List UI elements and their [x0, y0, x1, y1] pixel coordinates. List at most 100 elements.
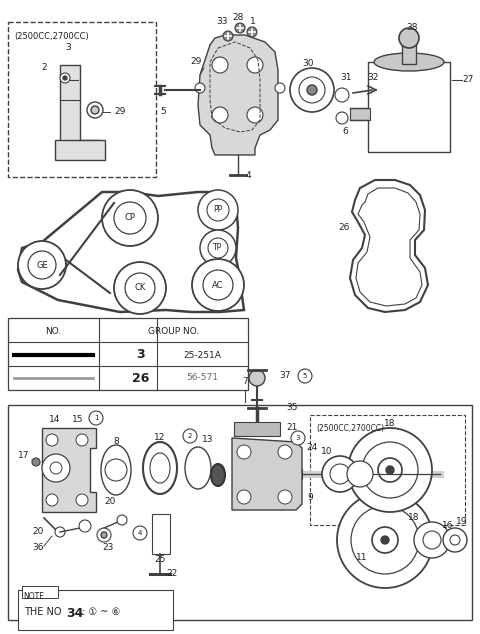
Text: 20: 20 — [32, 527, 44, 536]
Circle shape — [28, 251, 56, 279]
Circle shape — [114, 262, 166, 314]
Text: CK: CK — [134, 283, 146, 292]
Circle shape — [114, 202, 146, 234]
Circle shape — [348, 428, 432, 512]
Text: 22: 22 — [167, 569, 178, 578]
Circle shape — [237, 490, 251, 504]
Text: 33: 33 — [216, 18, 228, 27]
Circle shape — [247, 57, 263, 73]
Text: NOTE: NOTE — [23, 592, 44, 601]
Circle shape — [336, 112, 348, 124]
Circle shape — [414, 522, 450, 558]
Text: 3: 3 — [296, 435, 300, 441]
Circle shape — [372, 527, 398, 553]
Circle shape — [76, 494, 88, 506]
Circle shape — [46, 434, 58, 446]
Text: 17: 17 — [18, 451, 30, 460]
Text: 11: 11 — [356, 553, 368, 562]
Circle shape — [133, 526, 147, 540]
Circle shape — [55, 527, 65, 537]
Circle shape — [97, 528, 111, 542]
Circle shape — [60, 73, 70, 83]
Circle shape — [105, 459, 127, 481]
Circle shape — [381, 536, 389, 544]
Circle shape — [378, 458, 402, 482]
Circle shape — [423, 531, 441, 549]
Polygon shape — [55, 140, 105, 160]
Text: 30: 30 — [302, 58, 314, 67]
FancyBboxPatch shape — [152, 514, 170, 554]
Text: 18: 18 — [408, 514, 420, 522]
Circle shape — [351, 506, 419, 574]
Text: 1: 1 — [94, 415, 98, 421]
Text: (2500CC,2700CC): (2500CC,2700CC) — [316, 424, 384, 433]
FancyBboxPatch shape — [22, 586, 58, 598]
Text: 2: 2 — [41, 63, 47, 72]
Circle shape — [50, 462, 62, 474]
Circle shape — [212, 57, 228, 73]
Circle shape — [223, 31, 233, 41]
Circle shape — [278, 445, 292, 459]
Text: 16: 16 — [442, 521, 454, 529]
Circle shape — [76, 434, 88, 446]
Text: 13: 13 — [202, 436, 214, 444]
Text: 36: 36 — [32, 543, 44, 552]
Text: 26: 26 — [338, 224, 350, 233]
Polygon shape — [42, 428, 96, 512]
Circle shape — [399, 28, 419, 48]
Text: 35: 35 — [286, 403, 298, 413]
Text: 25: 25 — [154, 555, 166, 564]
Text: 10: 10 — [321, 448, 333, 456]
Circle shape — [42, 454, 70, 482]
Text: 4: 4 — [138, 530, 142, 536]
Text: AC: AC — [212, 280, 224, 290]
Text: 15: 15 — [72, 415, 84, 425]
Circle shape — [195, 83, 205, 93]
Circle shape — [337, 492, 433, 588]
Text: 26: 26 — [132, 372, 150, 384]
Text: 12: 12 — [154, 434, 166, 443]
Circle shape — [247, 27, 257, 37]
Text: 27: 27 — [462, 75, 474, 84]
Polygon shape — [60, 65, 100, 155]
Circle shape — [249, 370, 265, 386]
Text: (2500CC,2700CC): (2500CC,2700CC) — [14, 32, 89, 41]
Circle shape — [200, 230, 236, 266]
Text: PP: PP — [214, 205, 223, 214]
Text: 6: 6 — [342, 127, 348, 136]
Circle shape — [46, 494, 58, 506]
Circle shape — [275, 83, 285, 93]
Circle shape — [101, 532, 107, 538]
Text: 5: 5 — [303, 373, 307, 379]
Text: 1: 1 — [250, 18, 256, 27]
Circle shape — [247, 107, 263, 123]
Circle shape — [198, 190, 238, 230]
Text: 18: 18 — [384, 420, 396, 429]
Ellipse shape — [101, 445, 131, 495]
Circle shape — [335, 88, 349, 102]
FancyBboxPatch shape — [8, 318, 248, 390]
Circle shape — [87, 102, 103, 118]
Text: 19: 19 — [456, 517, 468, 526]
Circle shape — [91, 106, 99, 114]
FancyBboxPatch shape — [402, 38, 416, 64]
Text: 20: 20 — [104, 498, 116, 507]
Text: 3: 3 — [136, 349, 145, 361]
Text: CP: CP — [124, 214, 135, 223]
Circle shape — [290, 68, 334, 112]
Circle shape — [208, 238, 228, 258]
Polygon shape — [198, 35, 278, 155]
Text: 7: 7 — [242, 377, 248, 387]
Text: 23: 23 — [102, 543, 114, 552]
Circle shape — [386, 466, 394, 474]
Text: 21: 21 — [286, 424, 298, 432]
FancyBboxPatch shape — [8, 22, 156, 177]
Circle shape — [102, 190, 158, 246]
Text: 37: 37 — [279, 372, 291, 380]
Ellipse shape — [185, 447, 211, 489]
Polygon shape — [350, 180, 428, 312]
Ellipse shape — [374, 53, 444, 71]
Circle shape — [125, 273, 155, 303]
Polygon shape — [356, 188, 422, 306]
Circle shape — [207, 199, 229, 221]
